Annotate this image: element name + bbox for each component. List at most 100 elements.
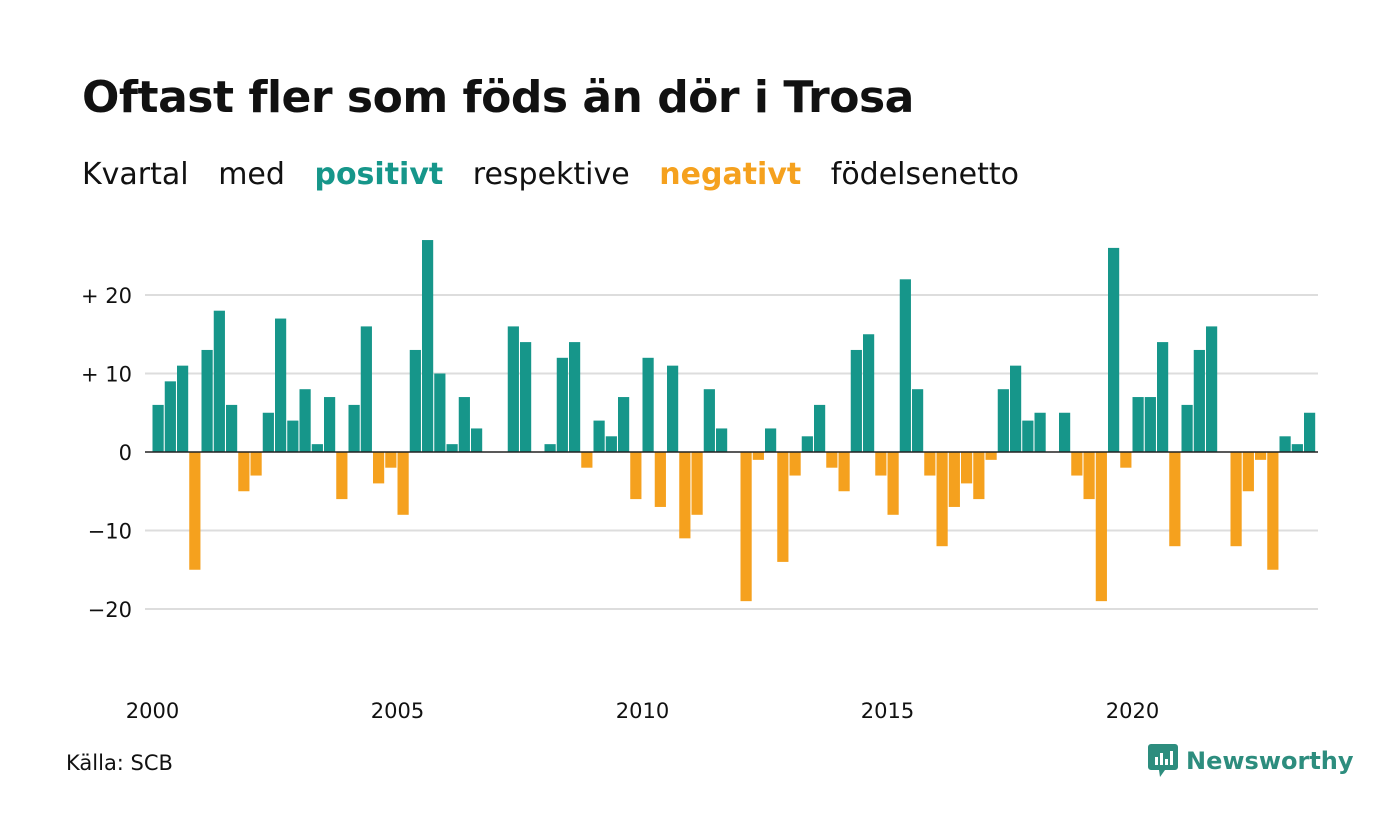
bar-positive bbox=[434, 373, 446, 452]
y-tick-label: −20 bbox=[88, 598, 132, 622]
brand-name: Newsworthy bbox=[1186, 747, 1354, 775]
bar-positive bbox=[446, 444, 458, 452]
y-tick-label: −10 bbox=[88, 520, 132, 544]
bar-positive bbox=[1132, 397, 1144, 452]
x-tick-label: 2005 bbox=[371, 699, 424, 723]
bar-negative bbox=[752, 452, 764, 460]
bar-negative bbox=[1071, 452, 1083, 476]
subtitle-word: födelsenetto bbox=[830, 157, 1019, 192]
y-tick-label: + 20 bbox=[81, 284, 132, 308]
bar-negative bbox=[1255, 452, 1267, 460]
bar-positive bbox=[1291, 444, 1303, 452]
bar-positive bbox=[324, 397, 336, 452]
bar-negative bbox=[777, 452, 789, 562]
grid-lines bbox=[145, 294, 1318, 610]
chart-title: Oftast fler som föds än dör i Trosa bbox=[82, 72, 914, 123]
bar-positive bbox=[360, 326, 372, 452]
bar-negative bbox=[238, 452, 250, 492]
bar-positive bbox=[642, 357, 654, 452]
bar-positive bbox=[716, 428, 728, 452]
bar-negative bbox=[1169, 452, 1181, 547]
subtitle-negative-word: negativt bbox=[659, 157, 802, 192]
bar-positive bbox=[348, 404, 360, 452]
bar-positive bbox=[422, 240, 434, 452]
bar-positive bbox=[556, 357, 568, 452]
subtitle-word: Kvartal bbox=[82, 157, 189, 192]
bar-chart: + 20 + 10 0 −10 −20 2000 2005 2010 2015 2020 bbox=[81, 240, 1318, 723]
bar-positive bbox=[201, 349, 213, 452]
bar-negative bbox=[250, 452, 262, 476]
bar-positive bbox=[618, 397, 630, 452]
bar-positive bbox=[850, 349, 862, 452]
bar-negative bbox=[189, 452, 201, 570]
subtitle-positive-word: positivt bbox=[314, 157, 444, 192]
bar-positive bbox=[593, 420, 605, 452]
bar-negative bbox=[826, 452, 838, 468]
bar-positive bbox=[471, 428, 483, 452]
chart-subtitle: Kvartal med positivt respektive negativt… bbox=[82, 157, 1039, 192]
bar-positive bbox=[997, 389, 1009, 452]
bar-negative bbox=[875, 452, 887, 476]
bar-negative bbox=[336, 452, 348, 500]
bar-positive bbox=[1157, 342, 1169, 452]
bar-positive bbox=[213, 310, 225, 452]
bar-positive bbox=[1181, 404, 1193, 452]
bar-positive bbox=[226, 404, 238, 452]
bar-negative bbox=[985, 452, 997, 460]
bar-negative bbox=[1267, 452, 1279, 570]
subtitle-word: respektive bbox=[472, 157, 630, 192]
bar-negative bbox=[948, 452, 960, 507]
bar-positive bbox=[311, 444, 323, 452]
bar-positive bbox=[863, 334, 875, 452]
bar-negative bbox=[1230, 452, 1242, 547]
source-note: Källa: SCB bbox=[66, 751, 173, 775]
bar-negative bbox=[924, 452, 936, 476]
axes: + 20 + 10 0 −10 −20 2000 2005 2010 2015 2020 bbox=[81, 284, 1318, 723]
bar-negative bbox=[691, 452, 703, 515]
bars bbox=[152, 240, 1316, 602]
bar-positive bbox=[801, 436, 813, 452]
bar-positive bbox=[1206, 326, 1218, 452]
bar-positive bbox=[262, 412, 274, 452]
bar-positive bbox=[667, 365, 679, 452]
bar-negative bbox=[1083, 452, 1095, 500]
newsworthy-logo-icon bbox=[1148, 744, 1178, 777]
bar-positive bbox=[520, 342, 532, 452]
bar-positive bbox=[1279, 436, 1291, 452]
bar-positive bbox=[1108, 247, 1120, 452]
bar-positive bbox=[275, 318, 287, 452]
bar-positive bbox=[1059, 412, 1071, 452]
bar-positive bbox=[1022, 420, 1034, 452]
x-tick-label: 2020 bbox=[1106, 699, 1159, 723]
y-tick-label: 0 bbox=[119, 441, 132, 465]
bar-positive bbox=[703, 389, 715, 452]
bar-positive bbox=[912, 389, 924, 452]
x-tick-label: 2015 bbox=[861, 699, 914, 723]
bar-negative bbox=[961, 452, 973, 484]
bar-positive bbox=[287, 420, 299, 452]
bar-positive bbox=[1034, 412, 1046, 452]
bar-negative bbox=[936, 452, 948, 547]
bar-positive bbox=[1144, 397, 1156, 452]
bar-negative bbox=[1095, 452, 1107, 602]
bar-negative bbox=[740, 452, 752, 602]
subtitle-word: med bbox=[218, 157, 285, 192]
bar-negative bbox=[789, 452, 801, 476]
bar-negative bbox=[373, 452, 385, 484]
bar-positive bbox=[1010, 365, 1022, 452]
bar-positive bbox=[458, 397, 470, 452]
bar-negative bbox=[581, 452, 593, 468]
bar-positive bbox=[899, 279, 911, 452]
bar-negative bbox=[838, 452, 850, 492]
bar-positive bbox=[544, 444, 556, 452]
bar-negative bbox=[1242, 452, 1254, 492]
bar-positive bbox=[177, 365, 189, 452]
bar-negative bbox=[679, 452, 691, 539]
bar-positive bbox=[507, 326, 519, 452]
bar-positive bbox=[152, 404, 164, 452]
bar-negative bbox=[397, 452, 409, 515]
x-tick-label: 2000 bbox=[126, 699, 179, 723]
bar-negative bbox=[385, 452, 397, 468]
bar-positive bbox=[814, 404, 826, 452]
brand-logo: Newsworthy bbox=[1148, 744, 1354, 778]
